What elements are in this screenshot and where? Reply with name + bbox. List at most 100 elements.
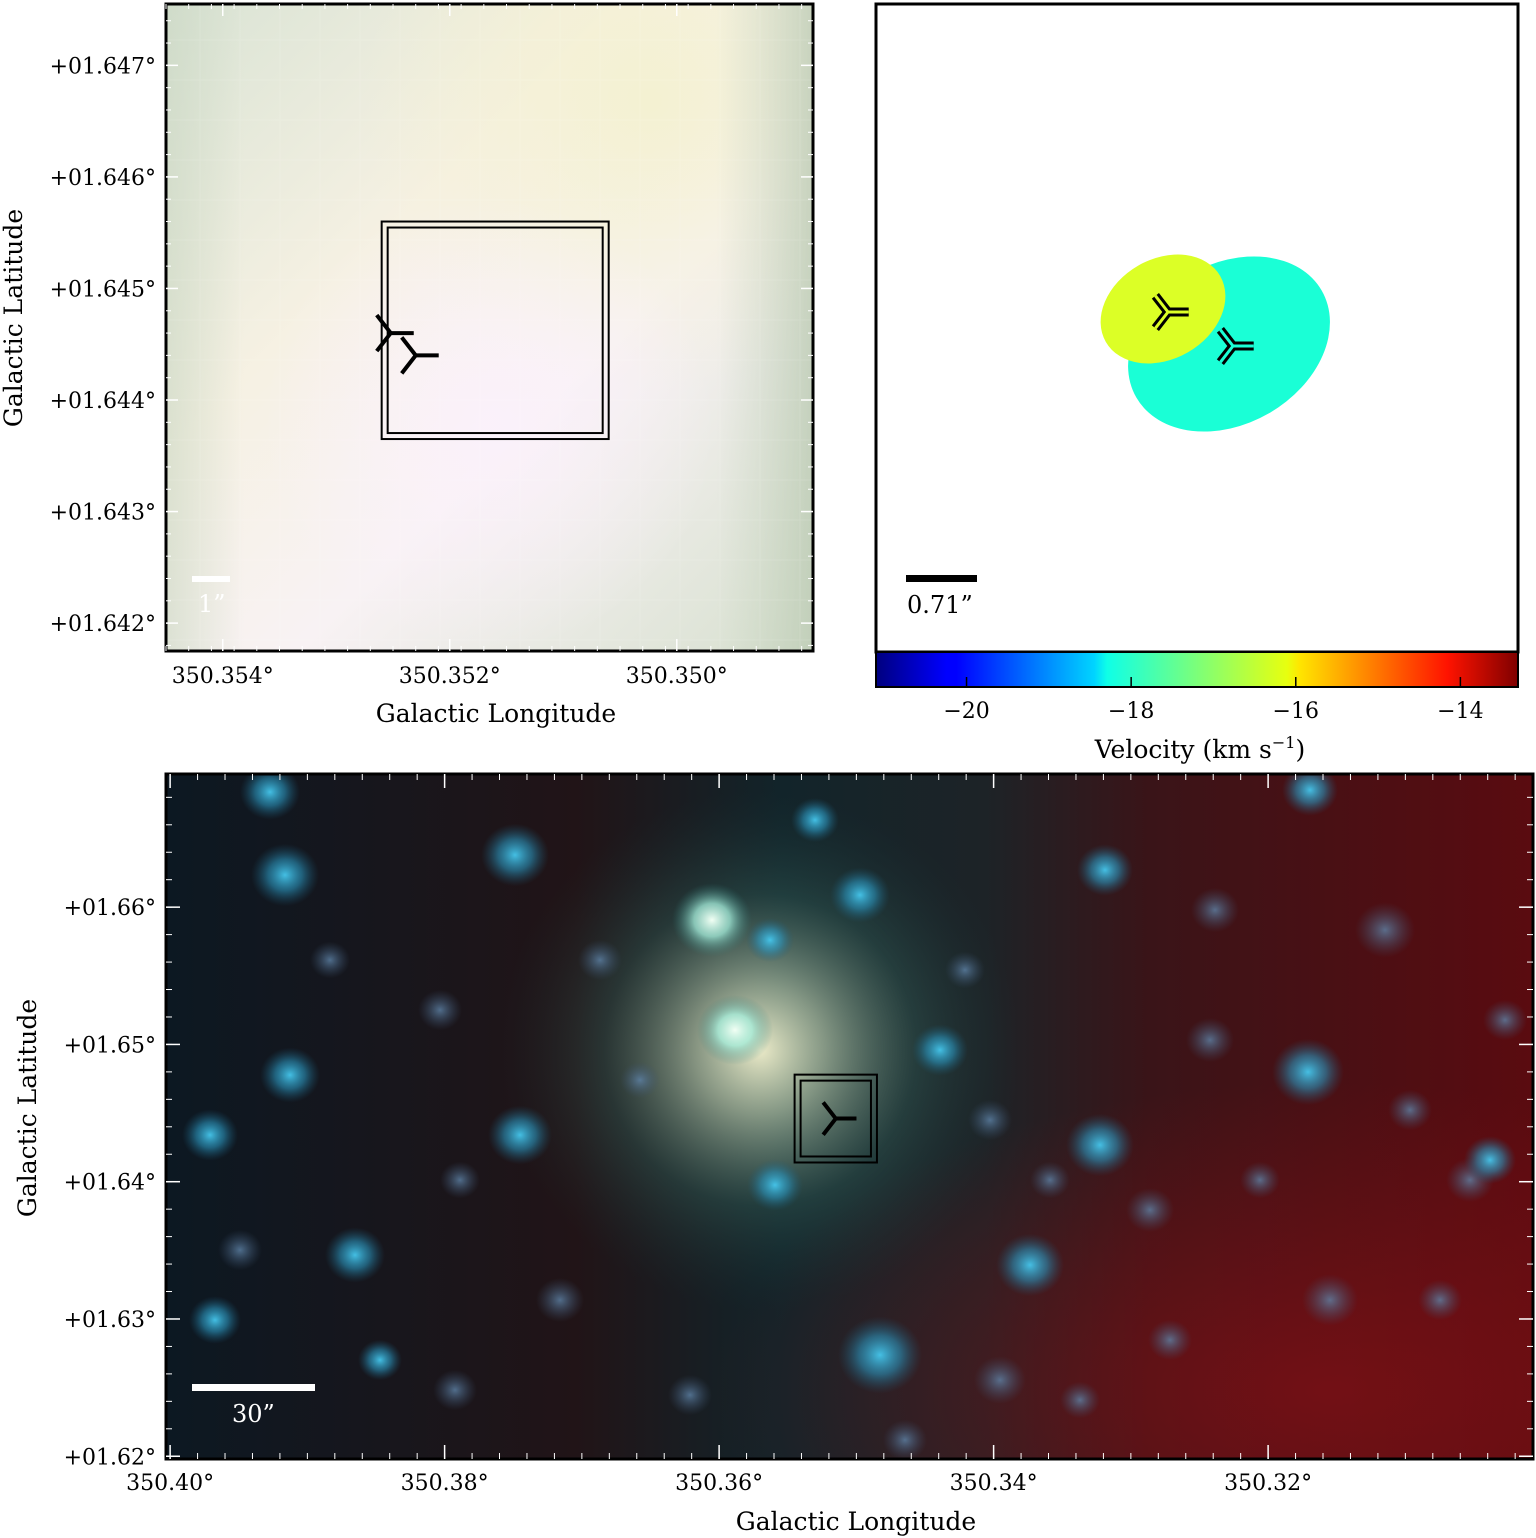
bottom-x-tick-label: 350.40° — [126, 1471, 214, 1496]
bottom-y-tick-label: +01.66° — [64, 896, 156, 921]
bottom-star-30 — [1191, 887, 1239, 933]
bottom-star-14 — [578, 939, 622, 981]
colorbar-title: Velocity (km s−1) — [1094, 733, 1305, 764]
top-left-overlay — [375, 220, 610, 441]
bottom-y-axis-title: Galactic Latitude — [13, 999, 42, 1217]
colorbar-tick-label: −16 — [1273, 699, 1319, 724]
colorbar-title-text: Velocity (km s — [1094, 735, 1272, 764]
colorbar-title-superscript: −1 — [1272, 733, 1296, 752]
top-right-marker-2-arm-0 — [1219, 328, 1235, 347]
bottom-star-34 — [1355, 902, 1415, 958]
bottom-marker-1 — [821, 1101, 857, 1136]
top-left-x-tick-label: 350.354° — [172, 664, 274, 689]
bottom-star-38 — [1483, 999, 1527, 1041]
bottom-star-4 — [325, 1227, 385, 1283]
top-left-y-tick-label: +01.644° — [50, 389, 156, 414]
bottom-star-42 — [620, 1061, 660, 1099]
bottom-star-26 — [1066, 1113, 1134, 1177]
bottom-y-tick-labels: +01.66° +01.65° +01.64° +01.63° +01.62° — [64, 896, 156, 1470]
bottom-star-11 — [488, 1105, 552, 1165]
bottom-ticks — [166, 774, 1533, 1459]
bottom-star-16 — [697, 995, 773, 1065]
bottom-star-32 — [1282, 774, 1338, 816]
bottom-star-3 — [260, 1047, 320, 1103]
top-right-marker-2-arm-1 — [1219, 345, 1235, 364]
bottom-star-12 — [418, 989, 462, 1031]
top-right-marker-1-arm-1 — [1154, 311, 1170, 330]
colorbar-tick-label: −20 — [943, 699, 989, 724]
top-right-marker-1 — [1151, 293, 1189, 331]
bottom-frame — [164, 772, 1535, 1461]
top-left-scale-label: 1” — [198, 590, 226, 618]
top-right-marker-2 — [1216, 327, 1254, 365]
top-left-x-tick-label: 350.350° — [626, 664, 728, 689]
top-left-marker-1-arm-0 — [375, 313, 393, 335]
bottom-marker-1-arm-1 — [821, 1117, 838, 1136]
bottom-star-15 — [672, 883, 752, 957]
colorbar-ticks: −20 −18 −16 −14 — [943, 677, 1484, 724]
bottom-star-7 — [218, 1229, 262, 1271]
bottom-y-tick-label: +01.64° — [64, 1171, 156, 1196]
top-left-ticks — [165, 4, 813, 651]
top-left-marker-1-arm-1 — [375, 331, 393, 353]
bottom-star-29 — [1186, 1017, 1234, 1063]
top-left-y-tick-label: +01.646° — [50, 166, 156, 191]
bottom-star-9 — [433, 1369, 477, 1411]
bottom-star-21 — [838, 1316, 922, 1394]
bottom-star-43 — [440, 1161, 480, 1199]
panel-top-right: 0.71” −20 −18 −16 −14 Velocity (km s−1) — [874, 2, 1520, 764]
bottom-star-23 — [945, 951, 985, 989]
bottom-star-6 — [358, 1339, 402, 1381]
bottom-scale-label: 30” — [232, 1400, 275, 1428]
bottom-image — [166, 774, 1533, 1459]
top-left-x-tick-label: 350.352° — [399, 664, 501, 689]
bottom-star-48 — [968, 1099, 1012, 1141]
top-left-marker-2-arm-0 — [400, 336, 418, 357]
top-right-marker-1-arm-0 — [1154, 294, 1170, 313]
bottom-star-8 — [310, 941, 350, 979]
bottom-star-28 — [1126, 1187, 1174, 1233]
bottom-star-46 — [883, 1419, 927, 1459]
bottom-y-tick-label: +01.63° — [64, 1308, 156, 1333]
top-left-frame — [164, 2, 815, 653]
top-left-marker-1 — [375, 313, 414, 353]
panel-top-left: 350.354° 350.352° 350.350° +01.647° +01.646… — [0, 2, 815, 728]
bottom-star-22 — [912, 1024, 968, 1076]
bottom-y-tick-label: +01.62° — [64, 1445, 156, 1470]
bottom-star-41 — [1030, 1161, 1070, 1199]
bottom-marker-1-arm-0 — [821, 1101, 838, 1120]
bottom-star-40 — [1240, 1161, 1280, 1199]
bottom-star-19 — [746, 917, 794, 963]
bottom-star-44 — [1148, 1319, 1192, 1361]
colorbar-tick-label: −18 — [1108, 699, 1154, 724]
bottom-star-1 — [251, 843, 319, 907]
colorbar-tick-label: −14 — [1437, 699, 1483, 724]
colorbar-title-close: ) — [1295, 735, 1305, 764]
top-left-x-axis-title: Galactic Longitude — [376, 699, 616, 728]
bottom-star-27 — [1077, 844, 1133, 896]
bottom-star-24 — [996, 1233, 1064, 1297]
bottom-box-outer — [793, 1073, 878, 1164]
top-left-image — [166, 4, 813, 651]
bottom-overlay — [793, 1073, 878, 1164]
bottom-stars — [182, 774, 1527, 1459]
bottom-star-18 — [791, 797, 839, 843]
colorbar — [875, 651, 1519, 688]
top-left-y-tick-label: +01.647° — [50, 54, 156, 79]
bottom-x-tick-label: 350.38° — [401, 1471, 489, 1496]
bottom-star-47 — [668, 1374, 712, 1416]
bottom-star-31 — [1272, 1038, 1344, 1106]
top-left-y-tick-labels: +01.647° +01.646° +01.645° +01.644° +01.643°… — [50, 54, 156, 637]
bottom-y-tick-label: +01.65° — [64, 1033, 156, 1058]
bottom-scale-bar — [192, 1384, 315, 1391]
bottom-star-39 — [1418, 1279, 1462, 1321]
top-left-marker-2 — [400, 336, 439, 375]
top-left-y-tick-label: +01.645° — [50, 277, 156, 302]
bottom-star-35 — [1388, 1089, 1432, 1131]
top-left-y-tick-label: +01.642° — [50, 612, 156, 637]
bottom-star-0 — [240, 774, 300, 820]
bottom-star-2 — [182, 1109, 238, 1161]
panel-bottom: 350.40° 350.38° 350.36° 350.34° 350.32° +01.… — [13, 772, 1535, 1536]
bottom-x-tick-labels: 350.40° 350.38° 350.36° 350.34° 350.32° — [126, 1471, 1312, 1496]
